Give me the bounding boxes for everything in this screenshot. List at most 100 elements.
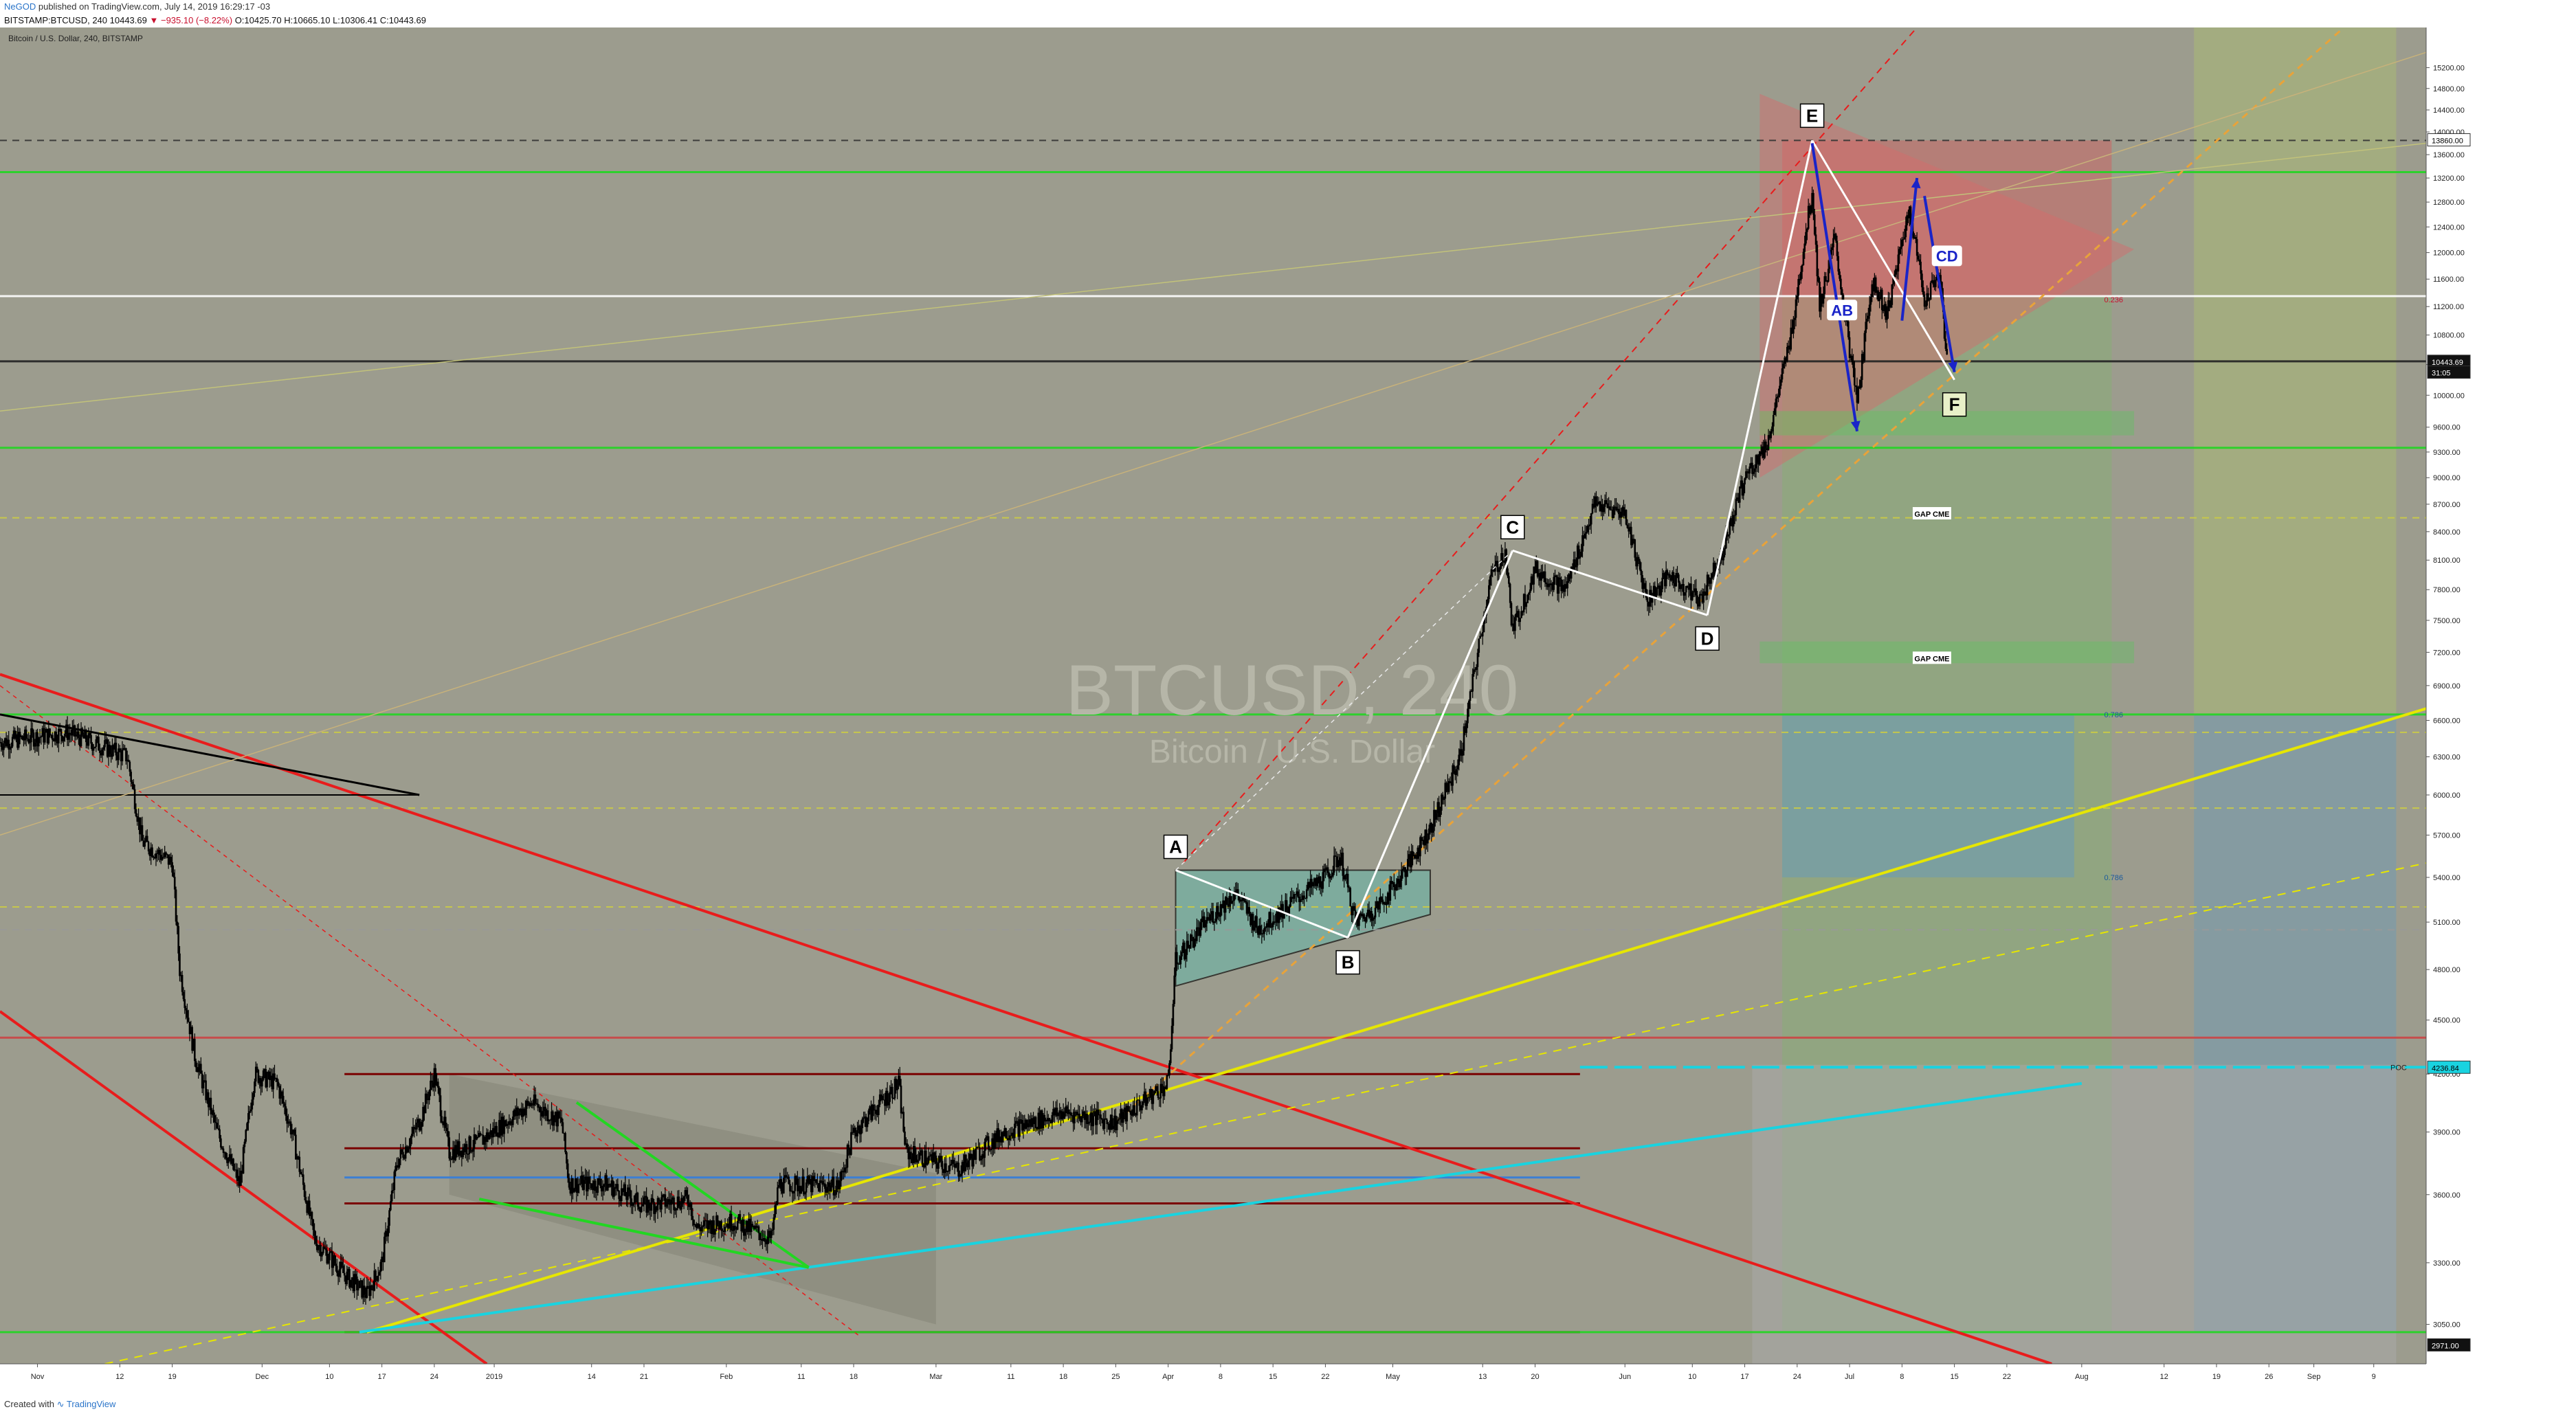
candle-body (1817, 276, 1819, 282)
price-tick-label: 6300.00 (2433, 753, 2461, 761)
candle-body (1394, 886, 1397, 890)
candle-body (462, 1147, 464, 1158)
candle-body (869, 1106, 871, 1111)
candle-body (1505, 549, 1508, 569)
candle-body (165, 852, 167, 855)
candle-body (593, 1180, 595, 1191)
candle-body (1566, 581, 1568, 589)
candle-body (303, 1185, 306, 1197)
candle-body (298, 1156, 301, 1172)
candle-body (595, 1191, 598, 1193)
tradingview-logo[interactable]: ∿ TradingView (56, 1399, 116, 1409)
candle-body (502, 1116, 504, 1134)
candle-body (232, 1158, 234, 1170)
candle-body (700, 1226, 702, 1232)
price-tick-label: 11200.00 (2433, 303, 2464, 311)
candle-body (742, 1220, 744, 1232)
candle-body (159, 850, 161, 855)
candle-body (976, 1147, 979, 1149)
last-price: 10443.69 (109, 15, 147, 25)
candle-body (1727, 535, 1730, 537)
candle-body (1045, 1119, 1047, 1122)
target-zone-upper (2194, 27, 2397, 715)
candle-body (1319, 876, 1322, 888)
candle-body (17, 732, 20, 748)
candle-body (751, 1224, 754, 1226)
candle-body (1915, 236, 1917, 239)
candle-body (469, 1136, 471, 1152)
candle-body (1149, 1089, 1152, 1098)
candle-body (993, 1133, 996, 1149)
candle-body (227, 1158, 230, 1163)
candle-body (245, 1130, 247, 1142)
candle-body (933, 1152, 936, 1156)
candle-body (234, 1169, 237, 1171)
candle-body (1525, 603, 1528, 607)
candle-body (800, 1187, 803, 1194)
candle-body (1293, 894, 1296, 899)
candle-body (191, 1026, 193, 1051)
candle-body (1082, 1111, 1085, 1116)
candle-body (659, 1200, 661, 1210)
candle-body (866, 1121, 869, 1127)
candle-body (586, 1176, 589, 1191)
candle-body (539, 1106, 542, 1113)
candle-body (946, 1170, 948, 1172)
candle-body (756, 1226, 759, 1228)
candle-body (1126, 1106, 1129, 1122)
price-axis[interactable]: 15200.0014800.0014400.0014000.0013600.00… (2390, 27, 2576, 1391)
candle-body (1731, 518, 1733, 527)
candle-body (644, 1196, 647, 1198)
price-chart[interactable]: BTCUSD, 240 Bitcoin / U.S. Dollar Bitcoi… (0, 26, 2576, 1391)
pattern-point-e: E (1799, 103, 1825, 128)
candle-body (953, 1163, 956, 1168)
candle-body (630, 1198, 633, 1206)
candle-body (1495, 561, 1498, 565)
candle-body (1366, 914, 1368, 922)
candle-body (1535, 561, 1537, 574)
candle-body (291, 1132, 293, 1135)
candle-body (361, 1280, 363, 1298)
author-name[interactable]: NeGOD (4, 1, 36, 12)
price-tick-label: 12800.00 (2433, 199, 2465, 207)
candle-body (1537, 572, 1540, 577)
candle-body (309, 1200, 311, 1216)
price-tag-text: 31:05 (2432, 370, 2451, 378)
candle-body (1733, 515, 1736, 516)
candle-body (895, 1079, 898, 1090)
candle-body (404, 1146, 407, 1159)
candle-body (1801, 265, 1803, 272)
candle-body (878, 1094, 881, 1105)
candle-body (543, 1106, 546, 1111)
candle-body (1612, 506, 1615, 518)
candle-body (664, 1194, 667, 1207)
candle-body (1440, 794, 1443, 811)
price-tick-label: 3050.00 (2433, 1321, 2461, 1329)
candle-body (925, 1150, 927, 1165)
candle-body (1522, 594, 1525, 613)
candle-body (1186, 941, 1188, 955)
candle-body (734, 1226, 736, 1229)
candle-body (184, 999, 186, 1009)
candle-body (353, 1274, 355, 1292)
candle-body (791, 1191, 794, 1193)
candle-body (335, 1264, 337, 1266)
candle-body (1071, 1115, 1074, 1116)
candle-body (603, 1184, 606, 1187)
harmonic-pattern-layer (1175, 139, 1958, 939)
time-axis[interactable]: Nov 12 19 Dec 10 17 24 2019 14 21 Feb 11 18 Mar 11 18 25… (0, 1363, 2576, 1391)
candle-body (86, 742, 89, 746)
candle-body (1329, 875, 1331, 879)
candle-body (102, 747, 105, 750)
chart-canvas[interactable]: BTCUSD, 240 Bitcoin / U.S. Dollar Bitcoi… (0, 26, 2576, 1391)
candle-body (870, 1106, 872, 1121)
candle-body (1730, 518, 1732, 519)
candle-body (1256, 916, 1258, 928)
candle-body (1142, 1101, 1144, 1106)
price-tick-label: 8100.00 (2433, 557, 2461, 565)
candle-body (166, 854, 168, 855)
candle-body (496, 1125, 498, 1137)
candle-body (1023, 1123, 1026, 1129)
candle-body (610, 1180, 613, 1187)
candle-body (863, 1117, 865, 1119)
